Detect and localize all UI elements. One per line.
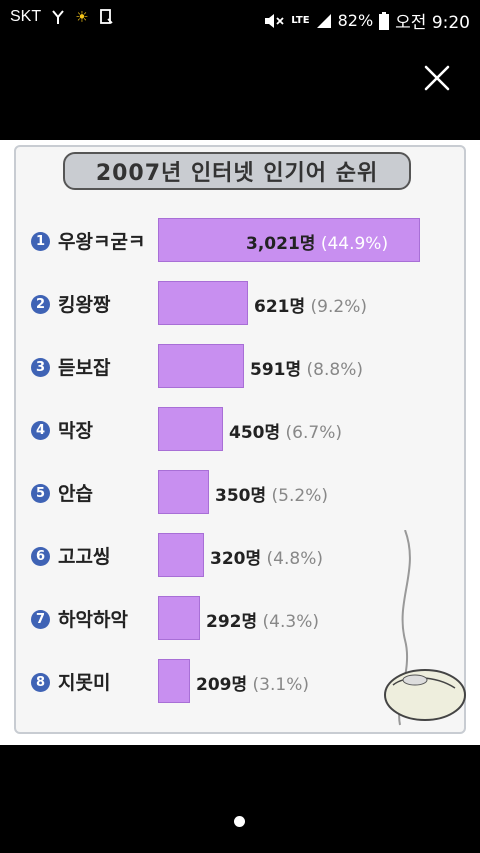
rank-badge: 6 — [31, 547, 50, 566]
signal-antenna-icon — [52, 10, 64, 24]
sun-icon: ☀ — [75, 8, 89, 26]
value-percent: (6.7%) — [280, 423, 342, 443]
category-label: 고고씽 — [58, 546, 111, 568]
chart-row: 7 하악하악 292명 (4.3%) — [0, 596, 480, 644]
value-percent: (44.9%) — [315, 234, 389, 254]
category-label: 듣보잡 — [58, 357, 111, 379]
close-button[interactable] — [417, 58, 457, 98]
bar — [158, 218, 420, 262]
value-count: 3,021명 — [246, 234, 316, 254]
chart-row: 5 안습 350명 (5.2%) — [0, 470, 480, 518]
value-percent: (4.8%) — [261, 549, 323, 569]
value-label: 3,021명 (44.9%) — [246, 229, 388, 254]
value-count: 320명 — [210, 549, 262, 569]
value-percent: (4.3%) — [257, 612, 319, 632]
value-label: 350명 (5.2%) — [215, 481, 328, 506]
bar — [158, 596, 200, 640]
rank-badge: 7 — [31, 610, 50, 629]
bar — [158, 533, 204, 577]
status-bar-left: SKT ☀ — [10, 8, 113, 26]
carrier-label: SKT — [10, 8, 42, 25]
rank-badge: 4 — [31, 421, 50, 440]
value-count: 209명 — [196, 675, 248, 695]
battery-percent: 82% — [337, 11, 374, 30]
value-count: 621명 — [254, 297, 306, 317]
chart-row: 4 막장 450명 (6.7%) — [0, 407, 480, 455]
rank-badge: 1 — [31, 232, 50, 251]
battery-icon — [379, 11, 390, 30]
value-count: 350명 — [215, 486, 267, 506]
value-count: 450명 — [229, 423, 281, 443]
category-label: 지못미 — [58, 672, 111, 694]
value-label: 292명 (4.3%) — [206, 607, 319, 632]
category-label: 우왕ㅋ굳ㅋ — [58, 231, 146, 253]
category-label: 킹왕짱 — [58, 294, 111, 316]
bar — [158, 281, 248, 325]
rank-badge: 2 — [31, 295, 50, 314]
bar — [158, 659, 190, 703]
status-bar-right: LTE 82% 오전 9:20 — [263, 8, 470, 33]
chart-row: 6 고고씽 320명 (4.8%) — [0, 533, 480, 581]
network-type-label: LTE — [291, 15, 310, 26]
value-percent: (5.2%) — [266, 486, 328, 506]
rank-badge: 5 — [31, 484, 50, 503]
chart-row: 3 듣보잡 591명 (8.8%) — [0, 344, 480, 392]
signal-strength-icon — [316, 13, 331, 28]
category-label: 안습 — [58, 483, 93, 505]
value-percent: (9.2%) — [305, 297, 367, 317]
image-viewer[interactable]: 2007년 인터넷 인기어 순위 1 우왕ㅋ굳ㅋ 3,021명 (44.9%) 2 킹왕… — [0, 140, 480, 745]
category-label: 막장 — [58, 420, 93, 442]
bar — [158, 407, 223, 451]
value-label: 320명 (4.8%) — [210, 544, 323, 569]
category-label: 하악하악 — [58, 609, 128, 631]
page-indicator-dot — [234, 816, 245, 827]
value-label: 591명 (8.8%) — [250, 355, 363, 380]
clock: 오전 9:20 — [395, 13, 470, 33]
chart-row: 8 지못미 209명 (3.1%) — [0, 659, 480, 707]
value-label: 621명 (9.2%) — [254, 292, 367, 317]
status-bar: SKT ☀ LTE 82% 오전 9:20 — [0, 0, 480, 36]
value-percent: (8.8%) — [301, 360, 363, 380]
close-icon — [424, 65, 450, 91]
chart-row: 1 우왕ㅋ굳ㅋ 3,021명 (44.9%) — [0, 218, 480, 266]
value-label: 209명 (3.1%) — [196, 670, 309, 695]
computer-mouse-icon — [384, 530, 466, 726]
value-percent: (3.1%) — [247, 675, 309, 695]
bar — [158, 344, 244, 388]
rank-badge: 8 — [31, 673, 50, 692]
chart-title: 2007년 인터넷 인기어 순위 — [63, 152, 411, 190]
mute-icon — [265, 13, 284, 28]
value-count: 292명 — [206, 612, 258, 632]
rank-badge: 3 — [31, 358, 50, 377]
screenshot-icon — [99, 9, 113, 24]
bar — [158, 470, 209, 514]
chart-row: 2 킹왕짱 621명 (9.2%) — [0, 281, 480, 329]
value-count: 591명 — [250, 360, 302, 380]
value-label: 450명 (6.7%) — [229, 418, 342, 443]
